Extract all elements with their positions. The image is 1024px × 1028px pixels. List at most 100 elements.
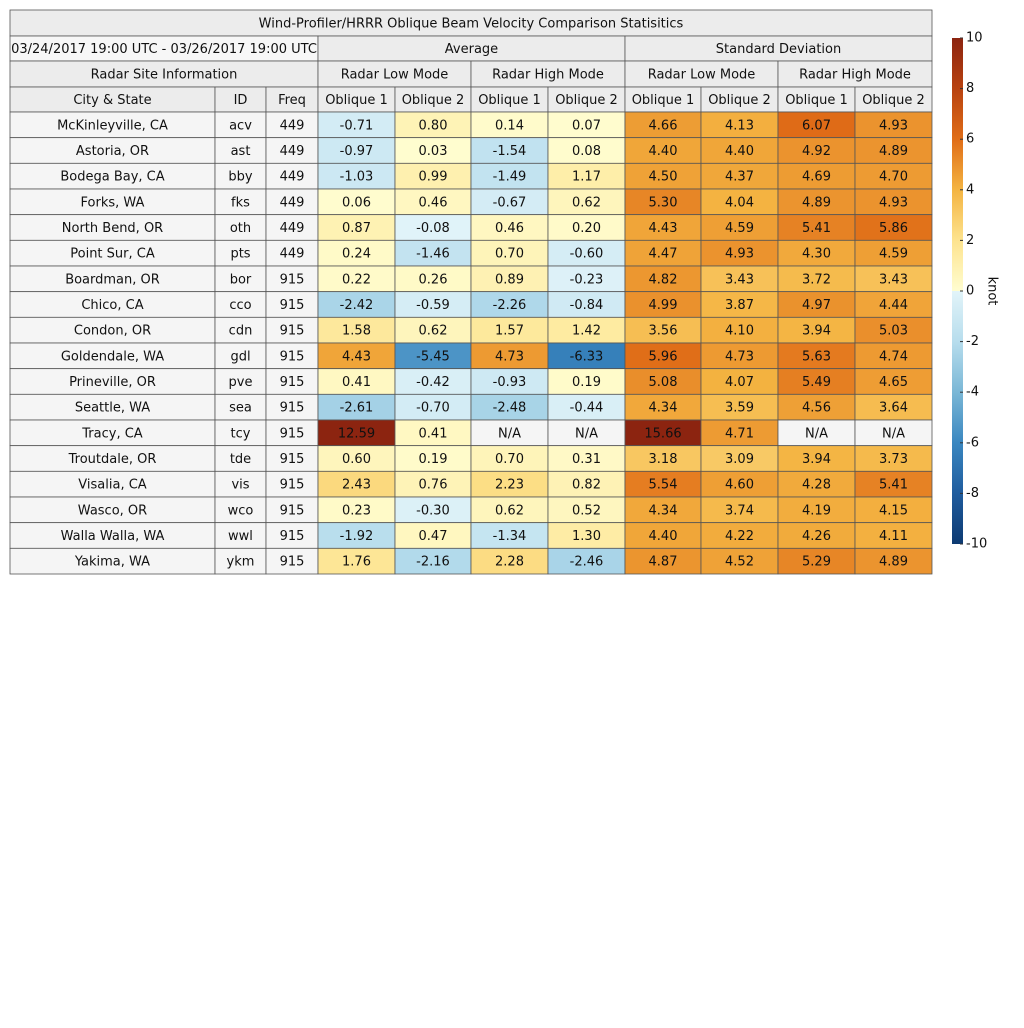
value: 4.59 [725,221,754,236]
value-cell [777,239,856,267]
value: 0.82 [572,478,601,493]
value-cell [394,342,472,370]
row-label: Visalia, CA [78,478,146,493]
colorbar-tick-label: -6 [966,435,979,450]
value-cell [854,496,933,524]
value: 4.19 [802,503,831,518]
value: 4.89 [879,555,908,570]
colorbar-tick-label: 2 [966,233,974,248]
row-label-cell [214,214,267,241]
value: 4.44 [879,298,908,313]
row-label: 915 [280,529,305,544]
value-cell [700,496,779,524]
value: -0.70 [416,401,450,416]
value-cell [394,162,472,190]
site-header: Radar Site Information [91,68,238,83]
group-header: Average [445,42,498,57]
value-cell [777,496,856,524]
value: 4.40 [649,144,678,159]
row-label-cell [265,547,319,575]
value: 0.80 [419,118,448,133]
row-label-cell [265,522,319,549]
value: 5.41 [802,221,831,236]
column-header: ID [234,93,248,108]
row-label: 915 [280,503,305,518]
value-cell [624,368,702,395]
value: 5.29 [802,555,831,570]
row-label: gdl [230,349,250,364]
value: 12.59 [338,426,375,441]
column-header: Oblique 1 [478,93,541,108]
value: N/A [575,426,598,441]
value: 0.06 [342,195,371,210]
value: 0.70 [495,247,524,262]
value-cell [470,291,549,318]
value: 4.69 [802,170,831,185]
column-header: Oblique 1 [632,93,695,108]
value: 0.19 [419,452,448,467]
value-cell [470,137,549,164]
value-cell [777,316,856,344]
value-cell [624,291,702,318]
row-label-cell [265,291,319,318]
value-cell [777,419,856,447]
row-label: Tracy, CA [81,426,143,441]
value: 3.74 [725,503,754,518]
value-cell [470,214,549,241]
value-cell [317,496,396,524]
group-header-cell [317,35,626,62]
row-label: bor [230,272,252,287]
value: 0.24 [342,247,371,262]
value-cell [624,239,702,267]
row-label-cell [9,265,216,293]
row-label: wwl [228,529,253,544]
value: 4.60 [725,478,754,493]
value: N/A [805,426,828,441]
column-header: Oblique 2 [708,93,771,108]
row-label-cell [214,291,267,318]
value: 5.03 [879,324,908,339]
subgroup-header: Radar Low Mode [341,68,449,83]
column-header: Freq [278,93,306,108]
value-cell [624,470,702,498]
value-cell [624,342,702,370]
value-cell [700,393,779,421]
row-label: 449 [280,221,305,236]
row-label: Prineville, OR [69,375,156,390]
row-label: Wasco, OR [78,503,147,518]
value-cell [854,162,933,190]
row-label-cell [265,188,319,216]
value-cell [700,368,779,395]
row-label-cell [265,419,319,447]
colorbar-tick-label: 8 [966,81,974,96]
value: -0.59 [416,298,450,313]
value: 4.65 [879,375,908,390]
value: 4.93 [725,247,754,262]
value: -0.71 [340,118,374,133]
value: 4.93 [879,195,908,210]
value: 3.43 [879,272,908,287]
row-label: 915 [280,478,305,493]
value: 4.40 [649,529,678,544]
value-cell [700,419,779,447]
value-cell [854,547,933,575]
value: 3.18 [649,452,678,467]
value-cell [394,445,472,472]
row-label: Goldendale, WA [61,349,164,364]
value-cell [854,265,933,293]
row-label-cell [9,445,216,472]
value: 5.08 [649,375,678,390]
value: 4.73 [725,349,754,364]
value: 4.34 [649,503,678,518]
row-label-cell [9,162,216,190]
value-cell [547,239,626,267]
value: 4.74 [879,349,908,364]
value: -2.42 [340,298,374,313]
row-label: ykm [227,555,255,570]
column-header: City & State [73,93,151,108]
value: 4.70 [879,170,908,185]
row-label: 915 [280,555,305,570]
value-cell [700,162,779,190]
column-header: Oblique 2 [555,93,618,108]
value: 0.46 [495,221,524,236]
